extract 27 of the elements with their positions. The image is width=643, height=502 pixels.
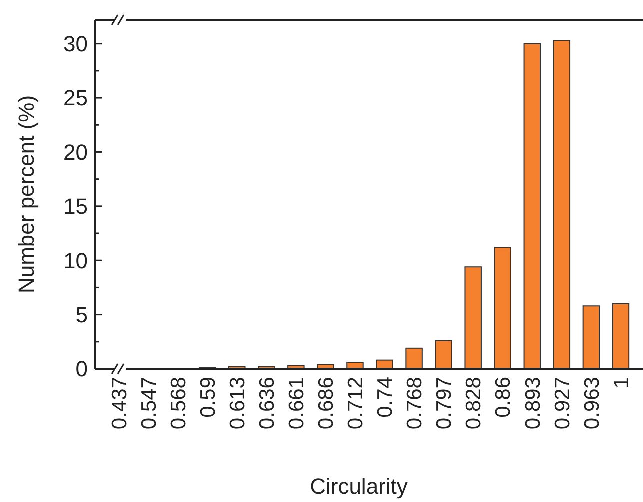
y-tick-label: 25 (64, 86, 88, 111)
y-axis-title: Number percent (%) (14, 95, 39, 294)
x-tick-label: 0.797 (433, 377, 456, 430)
y-tick-label: 15 (64, 194, 88, 220)
x-tick-label: 0.893 (522, 377, 545, 430)
x-tick-label: 0.927 (551, 377, 574, 430)
x-tick-label: 0.86 (492, 377, 516, 418)
x-tick-label: 1 (610, 377, 634, 389)
y-tick-label: 10 (64, 248, 88, 274)
x-tick-label: 0.768 (404, 377, 427, 430)
x-tick-label: 0.963 (580, 377, 604, 430)
x-tick-label: 0.828 (462, 377, 486, 430)
x-tick-label: 0.636 (256, 377, 280, 430)
x-tick-label: 0.613 (226, 377, 250, 430)
x-tick-label: 0.59 (196, 377, 220, 418)
y-tick-label: 5 (76, 302, 88, 328)
x-tick-label: 0.686 (315, 377, 338, 430)
x-tick-label: 0.74 (374, 376, 398, 418)
x-tick-label: 0.712 (344, 377, 368, 430)
x-axis-title: Circularity (310, 474, 408, 499)
y-tick-label: 20 (64, 140, 88, 165)
x-tick-label: 0.547 (138, 377, 161, 430)
x-tick-label: 0.568 (167, 377, 190, 430)
y-tick-label: 30 (64, 32, 88, 57)
x-tick-label: 0.661 (286, 377, 309, 430)
y-tick-label: 0 (76, 356, 88, 382)
x-tick-label: 0.437 (108, 377, 132, 430)
